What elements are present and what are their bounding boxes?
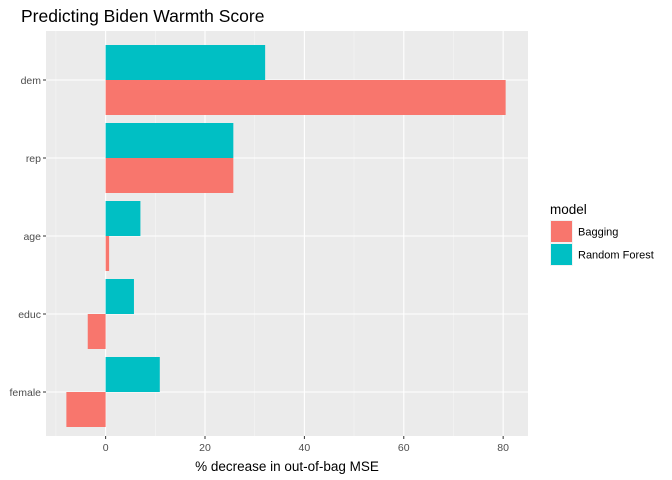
legend-swatch [551, 221, 572, 242]
bar-random-forest-rep [105, 123, 234, 158]
legend: model Bagging Random Forest [550, 202, 654, 266]
x-tick-label: 80 [497, 442, 509, 454]
y-tick-label: educ [18, 309, 41, 321]
legend-label: Random Forest [578, 250, 654, 262]
y-tick-label: female [9, 387, 41, 399]
bar-bagging-female [66, 392, 106, 427]
legend-title: model [550, 202, 587, 217]
x-tick-label: 40 [299, 442, 311, 454]
bar-random-forest-age [105, 201, 141, 236]
legend-swatch [551, 244, 572, 265]
bar-bagging-dem [105, 80, 506, 115]
y-tick-label: age [23, 231, 41, 243]
bar-random-forest-dem [105, 45, 266, 80]
x-tick-label: 0 [103, 442, 109, 454]
x-axis-title: % decrease in out-of-bag MSE [195, 459, 379, 474]
chart-title: Predicting Biden Warmth Score [21, 6, 264, 26]
bar-bagging-rep [105, 158, 234, 193]
y-tick-label: rep [26, 153, 41, 165]
bars [66, 45, 506, 427]
y-tick-label: dem [21, 75, 42, 87]
bar-random-forest-educ [105, 279, 134, 314]
bar-random-forest-female [105, 357, 160, 392]
y-axis-ticks: dem rep age educ female [9, 75, 46, 399]
bar-bagging-educ [87, 314, 106, 349]
x-tick-label: 20 [199, 442, 211, 454]
legend-label: Bagging [578, 227, 618, 239]
bar-bagging-age [105, 236, 110, 271]
x-tick-label: 60 [398, 442, 410, 454]
x-axis-ticks: 0 20 40 60 80 [103, 436, 509, 454]
